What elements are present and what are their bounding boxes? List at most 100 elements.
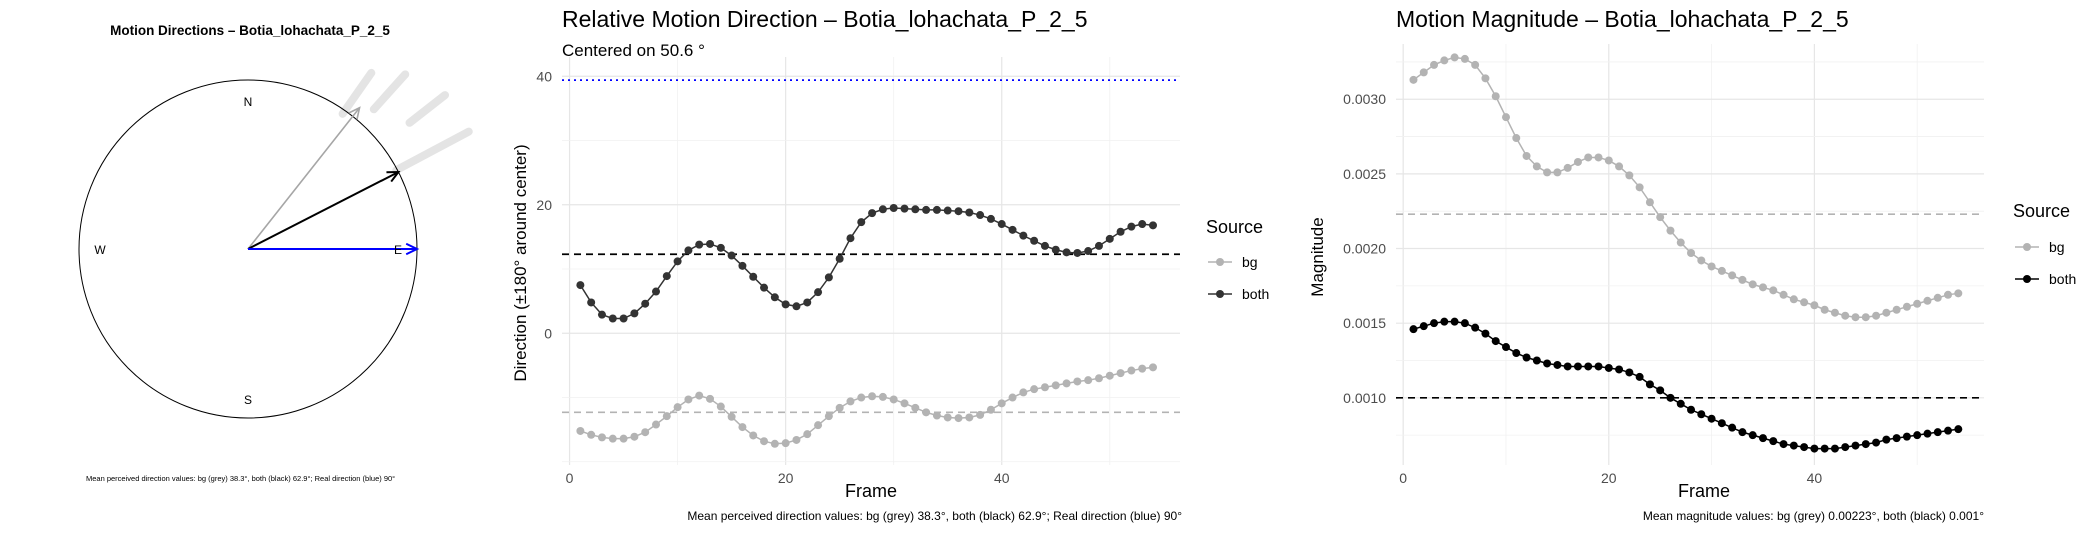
- y-tick-label: 0.0020: [1343, 241, 1386, 257]
- both-data-point: [1861, 440, 1870, 449]
- magnitude-legend-title: Source: [2013, 201, 2070, 221]
- both-data-point: [576, 281, 585, 290]
- both-data-point: [954, 207, 963, 216]
- bg-data-point: [835, 403, 844, 412]
- both-data-point: [770, 293, 779, 302]
- both-data-point: [1450, 317, 1459, 326]
- both-data-point: [1051, 245, 1060, 254]
- both-data-point: [878, 205, 887, 214]
- x-tick-label: 0: [566, 470, 574, 486]
- both-data-point: [868, 209, 877, 218]
- both-data-point: [1040, 241, 1049, 250]
- bg-data-point: [1687, 249, 1696, 258]
- bg-data-point: [1409, 75, 1418, 84]
- both-data-point: [1758, 434, 1767, 443]
- bg-data-point: [1501, 113, 1510, 122]
- bg-data-point: [1543, 168, 1552, 177]
- bg-data-point: [1851, 313, 1860, 322]
- direction-y-axis-label: Direction (±180° around center): [511, 144, 530, 381]
- bg-data-point: [597, 433, 606, 442]
- both-data-point: [1105, 234, 1114, 243]
- bg-data-point: [1728, 271, 1737, 280]
- bg-data-point: [857, 393, 866, 402]
- bg-data-point: [1105, 371, 1114, 380]
- both-data-point: [1830, 444, 1839, 453]
- both-data-point: [651, 287, 660, 296]
- bg-data-point: [576, 426, 585, 435]
- bg-data-point: [954, 414, 963, 423]
- bg-data-point: [1913, 299, 1922, 308]
- bg-data-point: [684, 395, 693, 404]
- bg-data-point: [1430, 60, 1439, 69]
- both-data-point: [1954, 425, 1963, 434]
- both-data-point: [932, 205, 941, 214]
- both-data-point: [1656, 386, 1665, 395]
- both-data-point: [630, 309, 639, 318]
- legend-item-both: both: [2015, 271, 2076, 287]
- legend-label: bg: [1242, 254, 1258, 270]
- bg-data-point: [1563, 163, 1572, 172]
- both-data-point: [695, 240, 704, 249]
- bg-data-point: [1666, 226, 1675, 235]
- bg-data-point: [792, 435, 801, 444]
- bg-data-point: [1882, 308, 1891, 317]
- both-data-point: [857, 218, 866, 227]
- bg-data-point: [1779, 290, 1788, 299]
- both-data-point: [976, 211, 985, 220]
- bg-data-point: [587, 430, 596, 439]
- both-data-point: [662, 272, 671, 281]
- bg-data-point: [1094, 374, 1103, 383]
- both-data-point: [1553, 360, 1562, 369]
- bg-data-point: [1460, 54, 1469, 63]
- bg-data-point: [1944, 290, 1953, 299]
- bg-data-point: [1008, 393, 1017, 402]
- both-data-point: [1440, 317, 1449, 326]
- bg-data-point: [1789, 295, 1798, 304]
- both-data-point: [1501, 343, 1510, 352]
- both-data-point: [1769, 437, 1778, 446]
- magnitude-legend: bg both: [2015, 239, 2076, 287]
- y-tick-label: 20: [536, 197, 552, 213]
- bg-data-point: [1738, 275, 1747, 284]
- both-data-point: [1008, 225, 1017, 234]
- both-data-point: [1073, 248, 1082, 257]
- both-data-point: [1430, 319, 1439, 328]
- bg-data-point: [738, 423, 747, 432]
- bg-data-point: [1491, 92, 1500, 101]
- both-data-point: [1481, 329, 1490, 338]
- both-data-point: [1738, 428, 1747, 437]
- both-data-point: [1030, 236, 1039, 245]
- bg-data-point: [965, 413, 974, 422]
- both-data-point: [1127, 222, 1136, 231]
- bg-data-point: [986, 405, 995, 414]
- real-arrowhead: [405, 242, 420, 256]
- x-tick-label: 40: [1807, 470, 1823, 486]
- bg-data-point: [1030, 385, 1039, 394]
- bg-data-point: [695, 391, 704, 400]
- x-tick-label: 20: [778, 470, 794, 486]
- bg-data-point: [662, 412, 671, 421]
- legend-label: bg: [2049, 239, 2065, 255]
- both-data-point: [1820, 444, 1829, 453]
- both-data-point: [1148, 221, 1157, 230]
- both-data-point: [1779, 440, 1788, 449]
- compass-title: Motion Directions – Botia_lohachata_P_2_…: [110, 23, 390, 38]
- legend-marker: [2023, 243, 2031, 251]
- bg-data-point: [1892, 305, 1901, 314]
- both-data-point: [846, 234, 855, 243]
- bg-data-point: [1594, 153, 1603, 162]
- magnitude-reference-lines: [1396, 213, 1984, 399]
- both-data-point: [814, 288, 823, 297]
- bg-data-point: [1676, 238, 1685, 247]
- bg-data-point: [1954, 289, 1963, 298]
- bg-data-point: [1051, 381, 1060, 390]
- both-data-point: [781, 300, 790, 309]
- bg-data-point: [1841, 311, 1850, 320]
- bg-data-point: [803, 430, 812, 439]
- y-tick-label: 0: [544, 325, 552, 341]
- bg-data-point: [651, 420, 660, 429]
- bg-data-point: [1697, 256, 1706, 265]
- bg-data-point: [900, 399, 909, 408]
- both-data-point: [760, 283, 769, 292]
- both-data-point: [1635, 372, 1644, 381]
